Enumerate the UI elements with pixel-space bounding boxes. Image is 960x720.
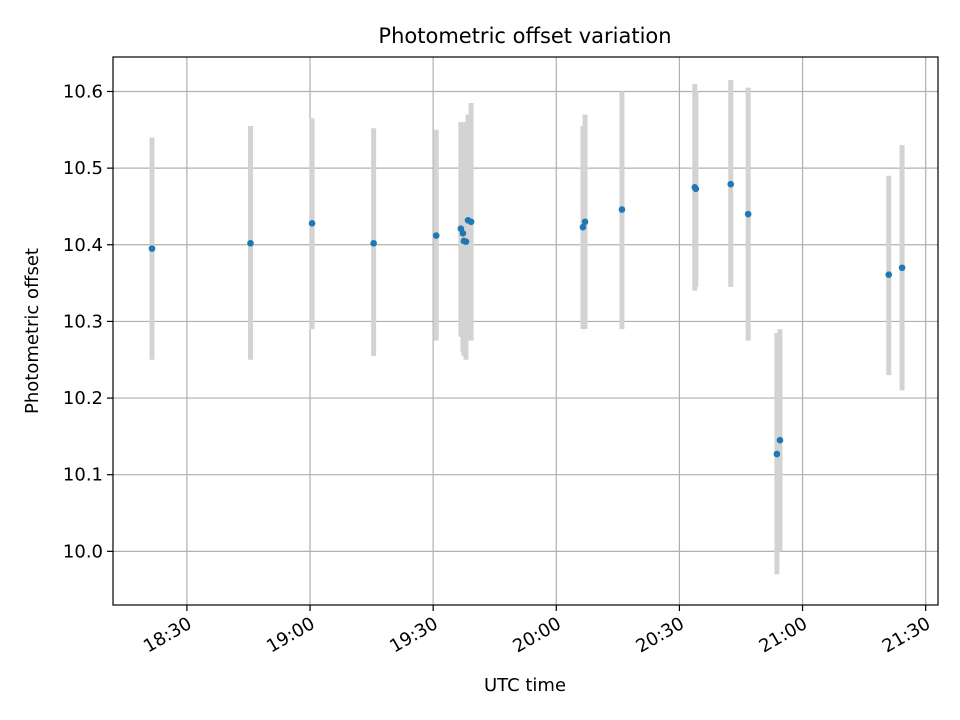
data-point — [727, 180, 735, 188]
data-point — [432, 232, 440, 239]
y-tick-label: 10.5 — [63, 158, 103, 179]
y-tick-label: 10.4 — [63, 235, 103, 256]
data-point — [776, 436, 784, 444]
y-axis-label: Photometric offset — [22, 248, 43, 414]
data-point — [462, 238, 470, 246]
data-point — [581, 218, 589, 226]
data-point — [459, 229, 467, 237]
data-point — [467, 218, 475, 226]
plot-frame — [112, 56, 939, 606]
data-point — [773, 450, 781, 458]
y-tick-label: 10.6 — [63, 81, 103, 102]
data-point — [744, 210, 752, 218]
data-point — [148, 245, 156, 252]
data-point — [885, 271, 893, 278]
data-point — [618, 206, 626, 213]
data-point — [370, 239, 377, 247]
y-tick-label: 10.0 — [63, 541, 103, 562]
y-tick-label: 10.1 — [63, 465, 103, 486]
y-tick-label: 10.3 — [63, 311, 103, 332]
data-point — [247, 239, 254, 247]
data-point — [692, 185, 700, 193]
chart-title: Photometric offset variation — [378, 24, 671, 48]
data-points — [148, 180, 906, 458]
y-tick-label: 10.2 — [63, 388, 103, 409]
data-point — [308, 220, 316, 227]
y-axis-ticks: 10.0 10.1 10.2 10.3 10.4 10.5 10.6 — [63, 81, 113, 562]
data-point — [579, 223, 587, 231]
x-axis-label: UTC time — [484, 675, 566, 696]
data-point — [898, 264, 906, 272]
